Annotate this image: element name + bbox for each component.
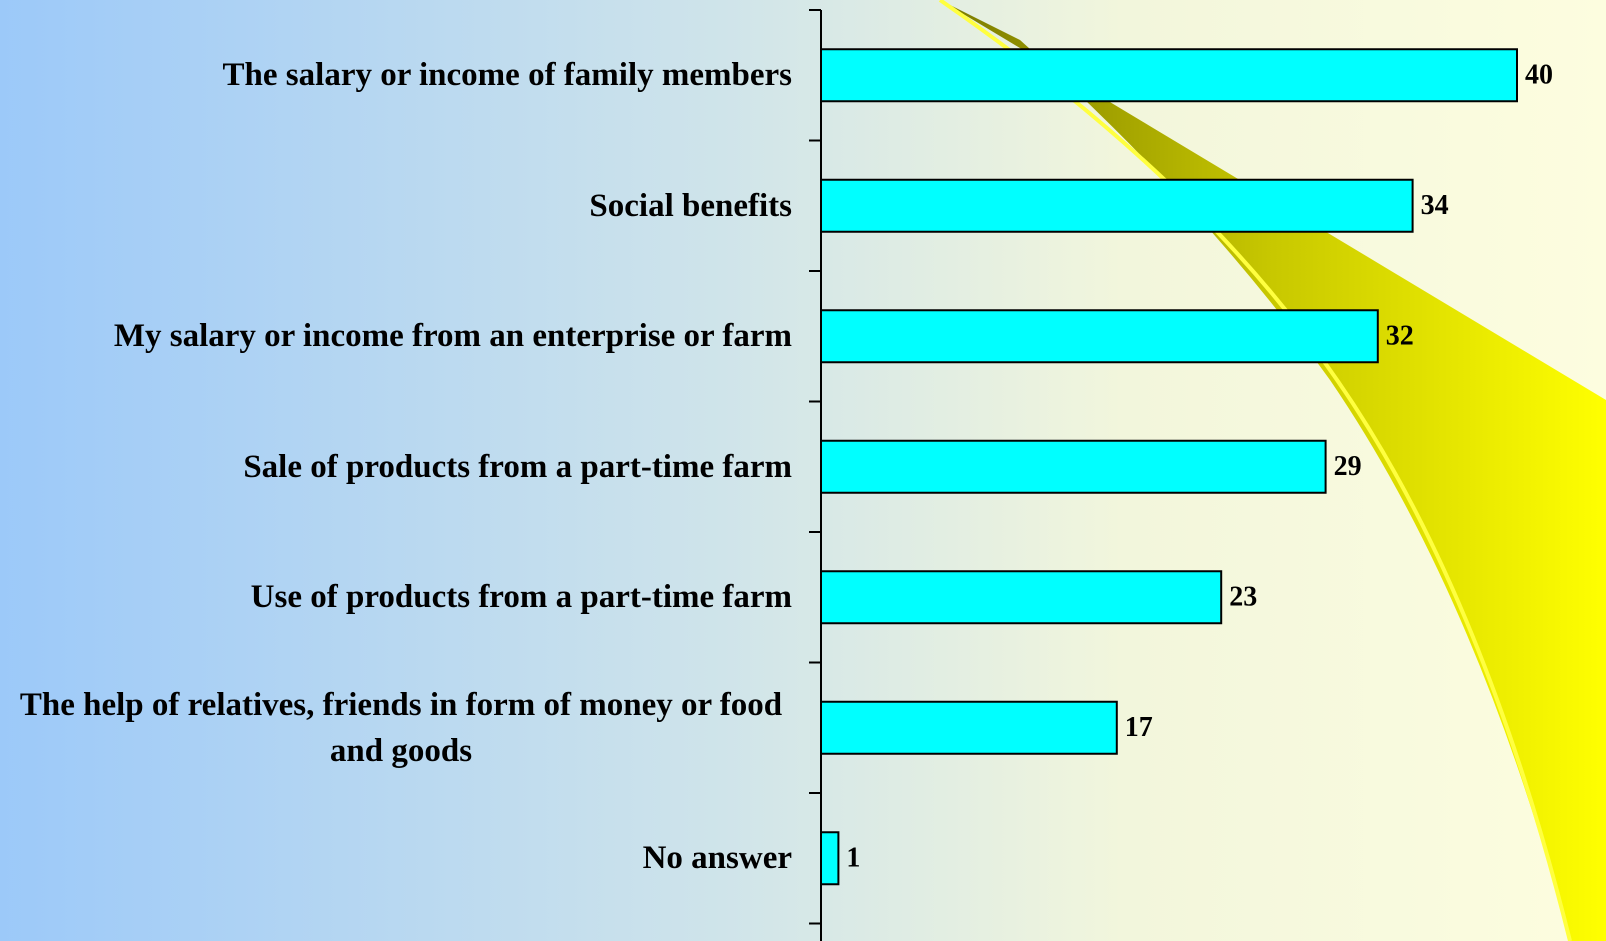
category-label-box: My salary or income from an enterprise o… [10, 276, 792, 396]
category-label-box: Use of products from a part-time farm [10, 537, 792, 657]
value-label: 40 [1525, 60, 1553, 91]
category-label: The salary or income of family members [223, 52, 792, 98]
category-label-box: Sale of products from a part-time farm [10, 407, 792, 527]
value-label: 29 [1334, 451, 1362, 482]
value-label: 1 [846, 843, 860, 874]
category-label: Sale of products from a part-time farm [243, 444, 792, 490]
value-label: 17 [1125, 712, 1153, 743]
bar [821, 49, 1517, 101]
value-label: 34 [1421, 190, 1449, 221]
page: 4034322923171 (() => { const data = JSON… [0, 0, 1606, 941]
bar [821, 441, 1326, 493]
bar [821, 310, 1378, 362]
category-label: The help of relatives, friends in form o… [10, 682, 792, 774]
value-label: 23 [1229, 582, 1257, 613]
bar [821, 180, 1413, 232]
category-label: No answer [643, 835, 792, 881]
category-label: Use of products from a part-time farm [251, 574, 792, 620]
category-label-box: The salary or income of family members [10, 15, 792, 135]
category-label-box: The help of relatives, friends in form o… [10, 668, 792, 788]
category-label: Social benefits [589, 183, 792, 229]
bar [821, 571, 1221, 623]
bar [821, 702, 1117, 754]
bar [821, 832, 838, 884]
category-label-box: No answer [10, 798, 792, 918]
value-label: 32 [1386, 321, 1414, 352]
category-label-box: Social benefits [10, 146, 792, 266]
category-label: My salary or income from an enterprise o… [114, 313, 792, 359]
